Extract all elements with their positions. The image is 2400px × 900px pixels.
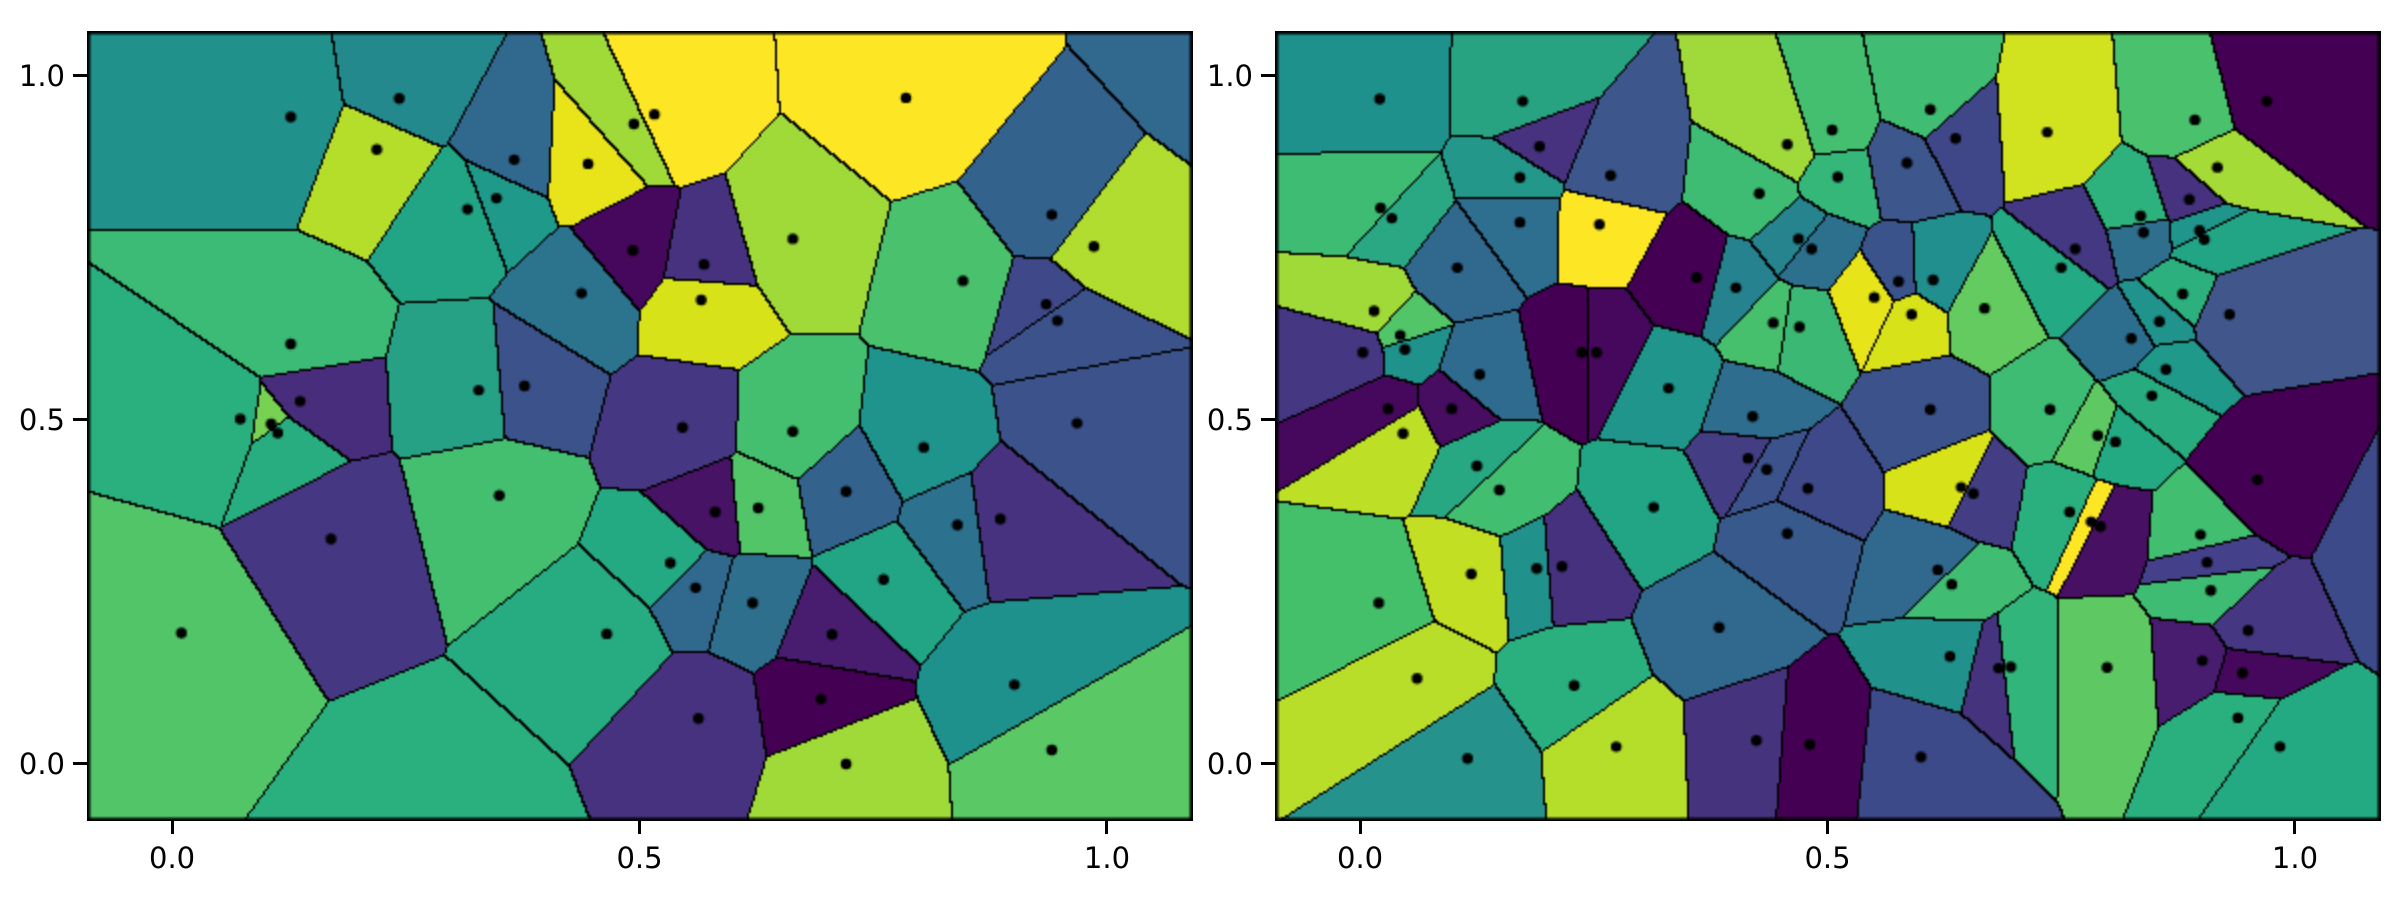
y-axis-tick-label: 1.0	[1206, 58, 1253, 93]
x-axis-tick-label: 0.5	[616, 841, 663, 875]
voronoi-panel-right: 0.0 0.5 1.0 0.0 0.5 1.0	[1207, 31, 2381, 875]
x-axis-tick	[1358, 821, 1362, 834]
x-axis-tick	[1105, 821, 1109, 834]
y-axis-tick	[73, 74, 87, 78]
y-axis-tick	[73, 418, 87, 422]
y-axis-tick-label: 0.5	[18, 402, 65, 437]
x-axis-tick-label: 0.5	[1804, 841, 1851, 875]
y-axis-tick	[1261, 762, 1275, 766]
x-axis-tick-label: 1.0	[1083, 841, 1131, 875]
x-axis-tick	[170, 821, 174, 834]
x-axis-tick	[1826, 821, 1830, 834]
x-axis-tick-label: 0.0	[149, 841, 196, 875]
voronoi-diagram-left	[87, 31, 1193, 821]
x-axis-tick	[2293, 821, 2297, 834]
voronoi-diagram-right	[1275, 31, 2381, 821]
voronoi-panel-left: 0.0 0.5 1.0 0.0 0.5 1.0	[19, 31, 1193, 875]
y-axis-tick-label: 0.5	[1206, 402, 1253, 437]
y-axis-tick	[73, 762, 87, 766]
y-axis-tick-label: 0.0	[1206, 746, 1253, 781]
x-axis-tick-label: 0.0	[1337, 841, 1384, 875]
x-axis-tick-label: 1.0	[2271, 841, 2319, 875]
y-axis-tick	[1261, 418, 1275, 422]
y-axis-tick	[1261, 74, 1275, 78]
x-axis-tick	[638, 821, 642, 834]
y-axis-tick-label: 1.0	[18, 58, 65, 93]
y-axis-tick-label: 0.0	[18, 746, 65, 781]
